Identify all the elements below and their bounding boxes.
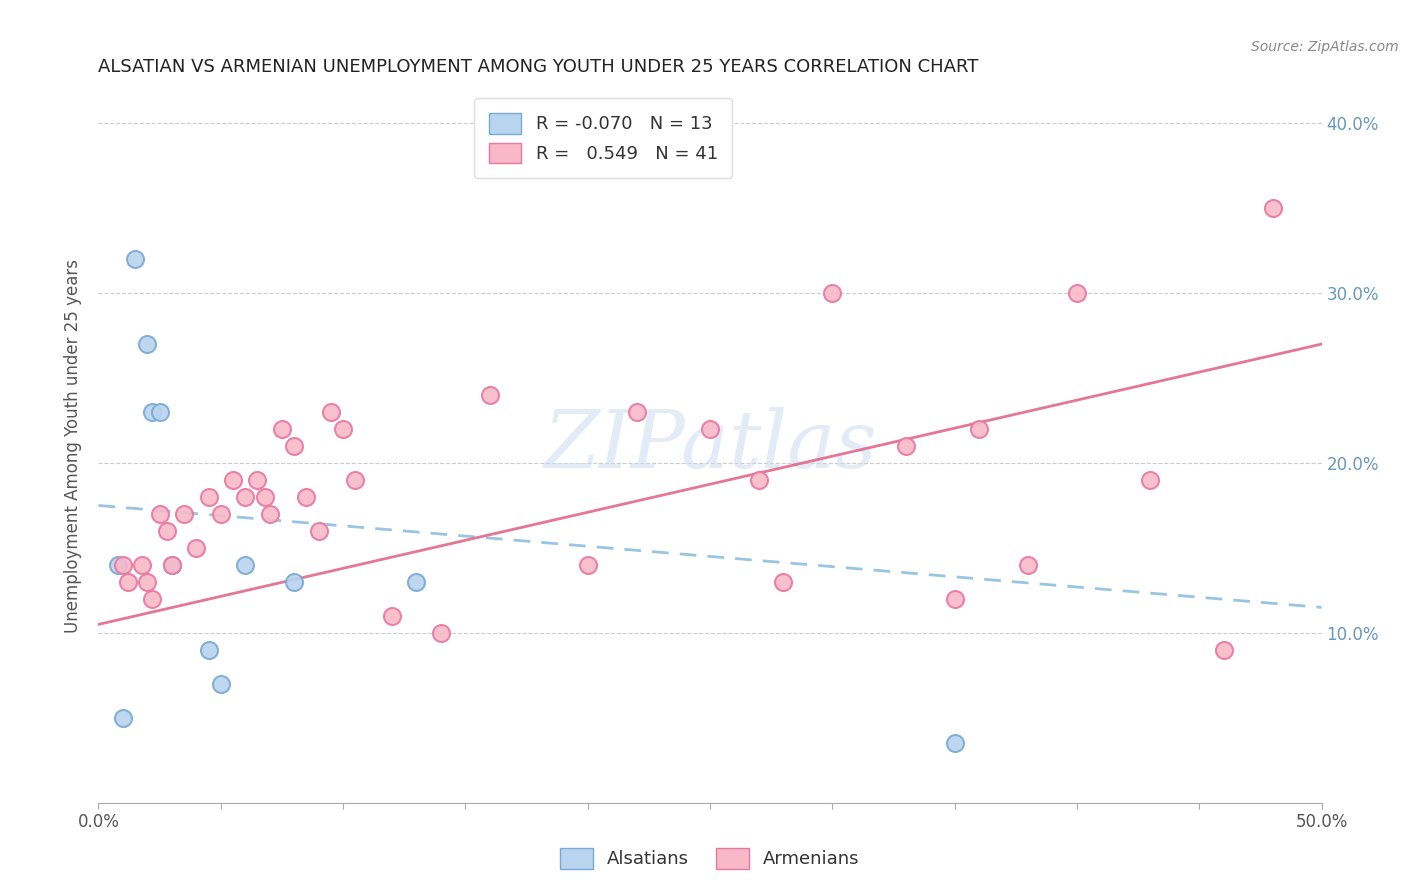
Point — [405, 574, 427, 589]
Point — [222, 473, 245, 487]
Point — [111, 558, 134, 572]
Point — [160, 558, 183, 572]
Point — [209, 507, 232, 521]
Point — [1066, 286, 1088, 301]
Point — [626, 405, 648, 419]
Point — [156, 524, 179, 538]
Point — [246, 473, 269, 487]
Point — [283, 574, 305, 589]
Point — [295, 490, 318, 504]
Point — [141, 405, 163, 419]
Point — [124, 252, 146, 266]
Point — [308, 524, 330, 538]
Point — [259, 507, 281, 521]
Point — [209, 677, 232, 691]
Point — [699, 422, 721, 436]
Point — [197, 490, 219, 504]
Point — [894, 439, 917, 453]
Point — [149, 405, 172, 419]
Point — [233, 558, 256, 572]
Point — [141, 591, 163, 606]
Point — [111, 711, 134, 725]
Point — [319, 405, 342, 419]
Point — [149, 507, 172, 521]
Point — [197, 643, 219, 657]
Point — [283, 439, 305, 453]
Point — [186, 541, 208, 555]
Point — [1212, 643, 1234, 657]
Point — [332, 422, 354, 436]
Point — [1139, 473, 1161, 487]
Point — [136, 337, 159, 351]
Point — [943, 591, 966, 606]
Point — [344, 473, 367, 487]
Legend: Alsatians, Armenians: Alsatians, Armenians — [553, 840, 868, 876]
Point — [253, 490, 276, 504]
Point — [131, 558, 153, 572]
Text: ALSATIAN VS ARMENIAN UNEMPLOYMENT AMONG YOUTH UNDER 25 YEARS CORRELATION CHART: ALSATIAN VS ARMENIAN UNEMPLOYMENT AMONG … — [98, 58, 979, 76]
Point — [160, 558, 183, 572]
Point — [1017, 558, 1039, 572]
Point — [748, 473, 770, 487]
Point — [478, 388, 501, 402]
Point — [233, 490, 256, 504]
Point — [576, 558, 599, 572]
Point — [136, 574, 159, 589]
Point — [117, 574, 139, 589]
Point — [270, 422, 294, 436]
Point — [821, 286, 844, 301]
Text: Source: ZipAtlas.com: Source: ZipAtlas.com — [1251, 40, 1399, 54]
Point — [107, 558, 129, 572]
Point — [1261, 201, 1284, 215]
Point — [772, 574, 794, 589]
Point — [173, 507, 195, 521]
Text: ZIPatlas: ZIPatlas — [543, 408, 877, 484]
Y-axis label: Unemployment Among Youth under 25 years: Unemployment Among Youth under 25 years — [65, 259, 83, 633]
Point — [967, 422, 990, 436]
Point — [943, 736, 966, 750]
Point — [430, 626, 453, 640]
Point — [381, 608, 404, 623]
